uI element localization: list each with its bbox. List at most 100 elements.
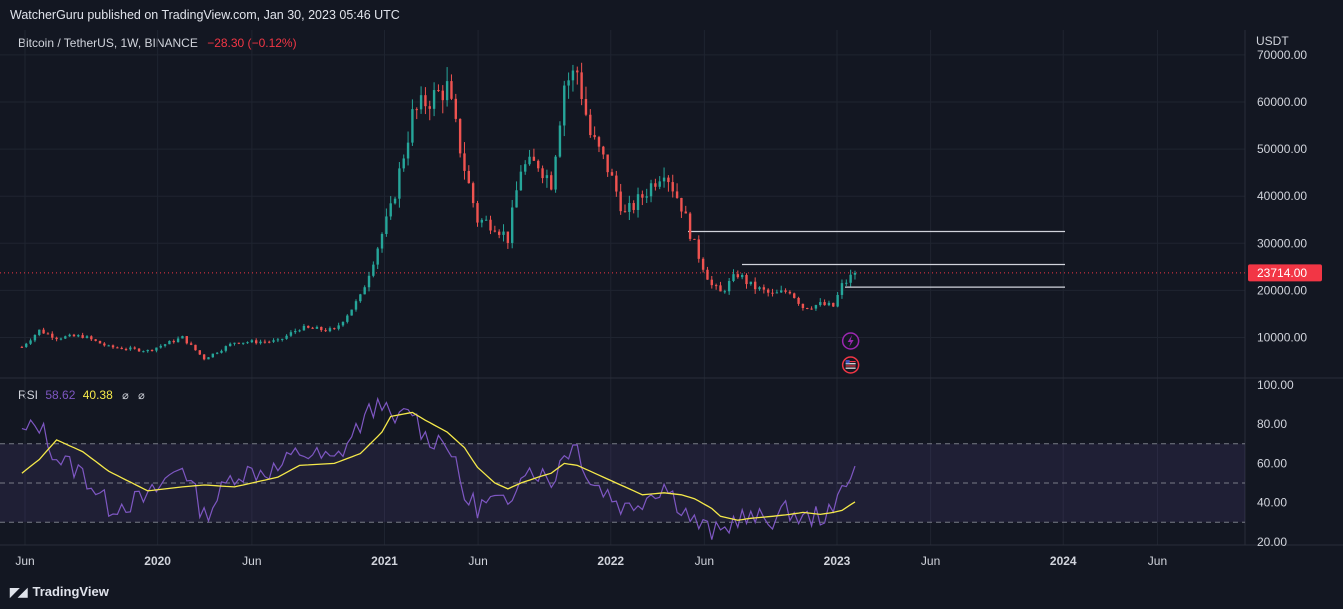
tradingview-logo-icon: ◤◢ <box>10 585 27 599</box>
candle <box>610 168 614 176</box>
candle <box>463 142 466 180</box>
publish-header: WatcherGuru published on TradingView.com… <box>10 8 400 22</box>
candle <box>697 235 700 263</box>
candle <box>645 188 648 204</box>
brand-name: TradingView <box>32 584 109 599</box>
candles <box>20 62 857 361</box>
rsi-legend: RSI 58.62 40.38 ⌀ ⌀ <box>18 388 145 402</box>
candle <box>602 145 605 160</box>
candle <box>259 339 262 345</box>
rsi-label[interactable]: RSI <box>18 388 39 402</box>
candle <box>328 326 332 333</box>
candle <box>380 232 384 253</box>
candle <box>419 86 423 114</box>
rsi-tick-label: 40.00 <box>1257 496 1287 510</box>
candle <box>554 154 557 193</box>
candle <box>376 246 379 270</box>
candle <box>163 343 167 348</box>
candle <box>137 348 141 352</box>
candle <box>220 349 223 354</box>
candle <box>402 154 405 172</box>
candle <box>793 292 796 299</box>
rsi-na-icon-2: ⌀ <box>138 390 145 402</box>
event-icons <box>841 332 860 374</box>
candle <box>202 354 206 361</box>
candle <box>315 325 319 329</box>
candle <box>454 93 457 123</box>
candle <box>103 342 106 347</box>
candle <box>55 336 58 342</box>
symbol-title[interactable]: Bitcoin / TetherUS, 1W, BINANCE <box>18 36 198 50</box>
candle <box>155 347 158 353</box>
candle <box>580 62 583 106</box>
candle <box>471 181 475 208</box>
rsi-tick-label: 60.00 <box>1257 456 1287 470</box>
candle <box>823 299 826 306</box>
candle <box>476 200 479 227</box>
candle <box>632 200 635 214</box>
candle <box>298 329 301 333</box>
candle <box>797 296 800 306</box>
candle <box>597 135 601 153</box>
candle <box>320 326 323 332</box>
candle <box>150 349 154 352</box>
candle <box>20 345 24 348</box>
candle <box>398 162 401 208</box>
time-tick-label: Jun <box>1148 554 1167 568</box>
candle <box>693 238 696 240</box>
time-tick-label: Jun <box>695 554 714 568</box>
candle <box>736 270 740 279</box>
candle <box>458 118 462 158</box>
candle <box>840 279 844 299</box>
candle <box>832 302 835 308</box>
price-tick-label: 10000.00 <box>1257 331 1307 345</box>
candle <box>185 336 188 345</box>
candle <box>545 169 549 188</box>
candle <box>641 190 644 206</box>
candle <box>59 337 63 341</box>
candle <box>255 338 258 345</box>
candle <box>241 342 245 345</box>
candle <box>784 288 787 294</box>
time-tick-label: Jun <box>15 554 34 568</box>
candle <box>806 307 809 310</box>
candle <box>350 309 353 316</box>
time-tick-label: Jun <box>921 554 940 568</box>
rsi-lines <box>21 396 856 540</box>
candle <box>541 165 544 184</box>
candle <box>172 339 175 344</box>
candle <box>749 281 753 286</box>
rsi-ma-value: 40.38 <box>82 388 113 402</box>
candle <box>181 335 184 339</box>
candle <box>567 72 570 99</box>
candle <box>484 215 488 221</box>
rsi-ma-line <box>21 411 856 521</box>
candle <box>302 323 306 331</box>
candle <box>801 303 805 311</box>
candle <box>359 293 362 303</box>
price-tick-label: 30000.00 <box>1257 236 1307 250</box>
candle <box>411 99 414 146</box>
candle <box>537 159 540 172</box>
candle <box>133 346 136 350</box>
candle <box>237 342 241 345</box>
candle <box>111 344 115 349</box>
candle <box>576 66 579 85</box>
candle <box>276 337 280 343</box>
candle <box>558 121 562 158</box>
candle <box>836 292 839 308</box>
candle <box>311 326 314 329</box>
candle <box>827 300 831 307</box>
candle <box>367 271 371 292</box>
candle <box>333 327 336 330</box>
candle <box>819 298 822 307</box>
candle <box>428 100 431 121</box>
candle <box>589 109 592 138</box>
candle <box>94 338 97 342</box>
candle <box>68 333 71 337</box>
footer-brand[interactable]: ◤◢ TradingView <box>10 584 109 599</box>
candle <box>714 283 718 290</box>
candle <box>90 335 93 342</box>
candle <box>33 334 37 343</box>
